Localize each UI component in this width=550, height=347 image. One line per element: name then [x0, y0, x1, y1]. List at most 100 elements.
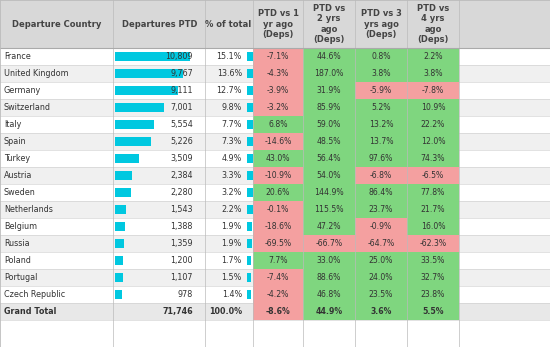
Text: 5,226: 5,226	[170, 137, 193, 146]
Bar	[247, 273, 251, 282]
Bar	[115, 86, 178, 95]
Bar	[253, 65, 303, 82]
Text: 10,809: 10,809	[166, 52, 193, 61]
Text: Departures PTD: Departures PTD	[122, 19, 198, 28]
Bar	[303, 269, 355, 286]
Text: 56.4%: 56.4%	[317, 154, 341, 163]
Text: 7.7%: 7.7%	[268, 256, 288, 265]
Bar	[303, 218, 355, 235]
Bar	[0, 82, 550, 99]
Bar	[407, 48, 459, 65]
Bar	[407, 303, 459, 320]
Text: 9,111: 9,111	[170, 86, 193, 95]
Bar	[407, 133, 459, 150]
Text: 48.5%: 48.5%	[317, 137, 341, 146]
Bar	[355, 269, 407, 286]
Bar	[355, 133, 407, 150]
Text: 1,388: 1,388	[170, 222, 193, 231]
Text: 144.9%: 144.9%	[314, 188, 344, 197]
Bar	[0, 48, 550, 65]
Text: United Kingdom: United Kingdom	[4, 69, 69, 78]
Bar	[407, 235, 459, 252]
Bar	[247, 239, 252, 248]
Bar	[115, 290, 122, 299]
Bar	[115, 52, 190, 61]
Text: -10.9%: -10.9%	[265, 171, 292, 180]
Bar	[253, 218, 303, 235]
Text: 74.3%: 74.3%	[421, 154, 446, 163]
Text: 31.9%: 31.9%	[317, 86, 341, 95]
Text: 44.6%: 44.6%	[317, 52, 342, 61]
Text: France: France	[4, 52, 31, 61]
Text: 6.8%: 6.8%	[268, 120, 288, 129]
Text: 3.6%: 3.6%	[370, 307, 392, 316]
Text: PTD vs
2 yrs
ago
(Deps): PTD vs 2 yrs ago (Deps)	[313, 4, 345, 44]
Bar	[247, 205, 252, 214]
Bar	[115, 120, 153, 129]
Text: 7.7%: 7.7%	[222, 120, 242, 129]
Text: Belgium: Belgium	[4, 222, 37, 231]
Text: 24.0%: 24.0%	[368, 273, 393, 282]
Text: 9.8%: 9.8%	[222, 103, 242, 112]
Text: -18.6%: -18.6%	[265, 222, 292, 231]
Bar	[0, 252, 550, 269]
Bar	[0, 286, 550, 303]
Text: Netherlands: Netherlands	[4, 205, 53, 214]
Bar	[303, 150, 355, 167]
Bar	[253, 269, 303, 286]
Text: 16.0%: 16.0%	[421, 222, 446, 231]
Text: 12.7%: 12.7%	[217, 86, 242, 95]
Text: 1,359: 1,359	[170, 239, 193, 248]
Text: -5.9%: -5.9%	[370, 86, 392, 95]
Text: 3.3%: 3.3%	[222, 171, 242, 180]
Bar	[355, 286, 407, 303]
Bar	[355, 65, 407, 82]
Bar	[247, 222, 252, 231]
Bar	[303, 116, 355, 133]
Bar	[0, 99, 550, 116]
Bar	[253, 82, 303, 99]
Text: -0.9%: -0.9%	[370, 222, 392, 231]
Text: -3.9%: -3.9%	[267, 86, 289, 95]
Text: -64.7%: -64.7%	[367, 239, 395, 248]
Text: 10.9%: 10.9%	[421, 103, 446, 112]
Bar	[0, 303, 550, 320]
Text: 100.0%: 100.0%	[209, 307, 242, 316]
Bar	[355, 218, 407, 235]
Bar	[0, 116, 550, 133]
Bar	[115, 256, 123, 265]
Text: 1,200: 1,200	[170, 256, 193, 265]
Bar	[355, 167, 407, 184]
Text: 5.5%: 5.5%	[422, 307, 444, 316]
Text: 1.4%: 1.4%	[222, 290, 242, 299]
Bar	[0, 65, 550, 82]
Text: 1,543: 1,543	[170, 205, 193, 214]
Bar	[303, 201, 355, 218]
Text: -66.7%: -66.7%	[316, 239, 343, 248]
Text: 20.6%: 20.6%	[266, 188, 290, 197]
Bar	[115, 222, 125, 231]
Bar	[355, 99, 407, 116]
Bar	[0, 201, 550, 218]
Text: 2,384: 2,384	[170, 171, 193, 180]
Text: 1,107: 1,107	[170, 273, 193, 282]
Text: 21.7%: 21.7%	[421, 205, 446, 214]
Bar	[303, 48, 355, 65]
Bar	[247, 120, 266, 129]
Bar	[0, 133, 550, 150]
Bar	[407, 65, 459, 82]
Bar	[303, 167, 355, 184]
Text: 1.7%: 1.7%	[222, 256, 242, 265]
Bar	[407, 167, 459, 184]
Bar	[253, 201, 303, 218]
Text: 115.5%: 115.5%	[314, 205, 344, 214]
Bar	[115, 188, 131, 197]
Bar	[253, 235, 303, 252]
Text: 13.2%: 13.2%	[368, 120, 393, 129]
Bar	[253, 167, 303, 184]
Bar	[115, 273, 123, 282]
Text: 1.9%: 1.9%	[222, 239, 242, 248]
Bar	[247, 103, 272, 112]
Text: Portugal: Portugal	[4, 273, 37, 282]
Bar	[303, 286, 355, 303]
